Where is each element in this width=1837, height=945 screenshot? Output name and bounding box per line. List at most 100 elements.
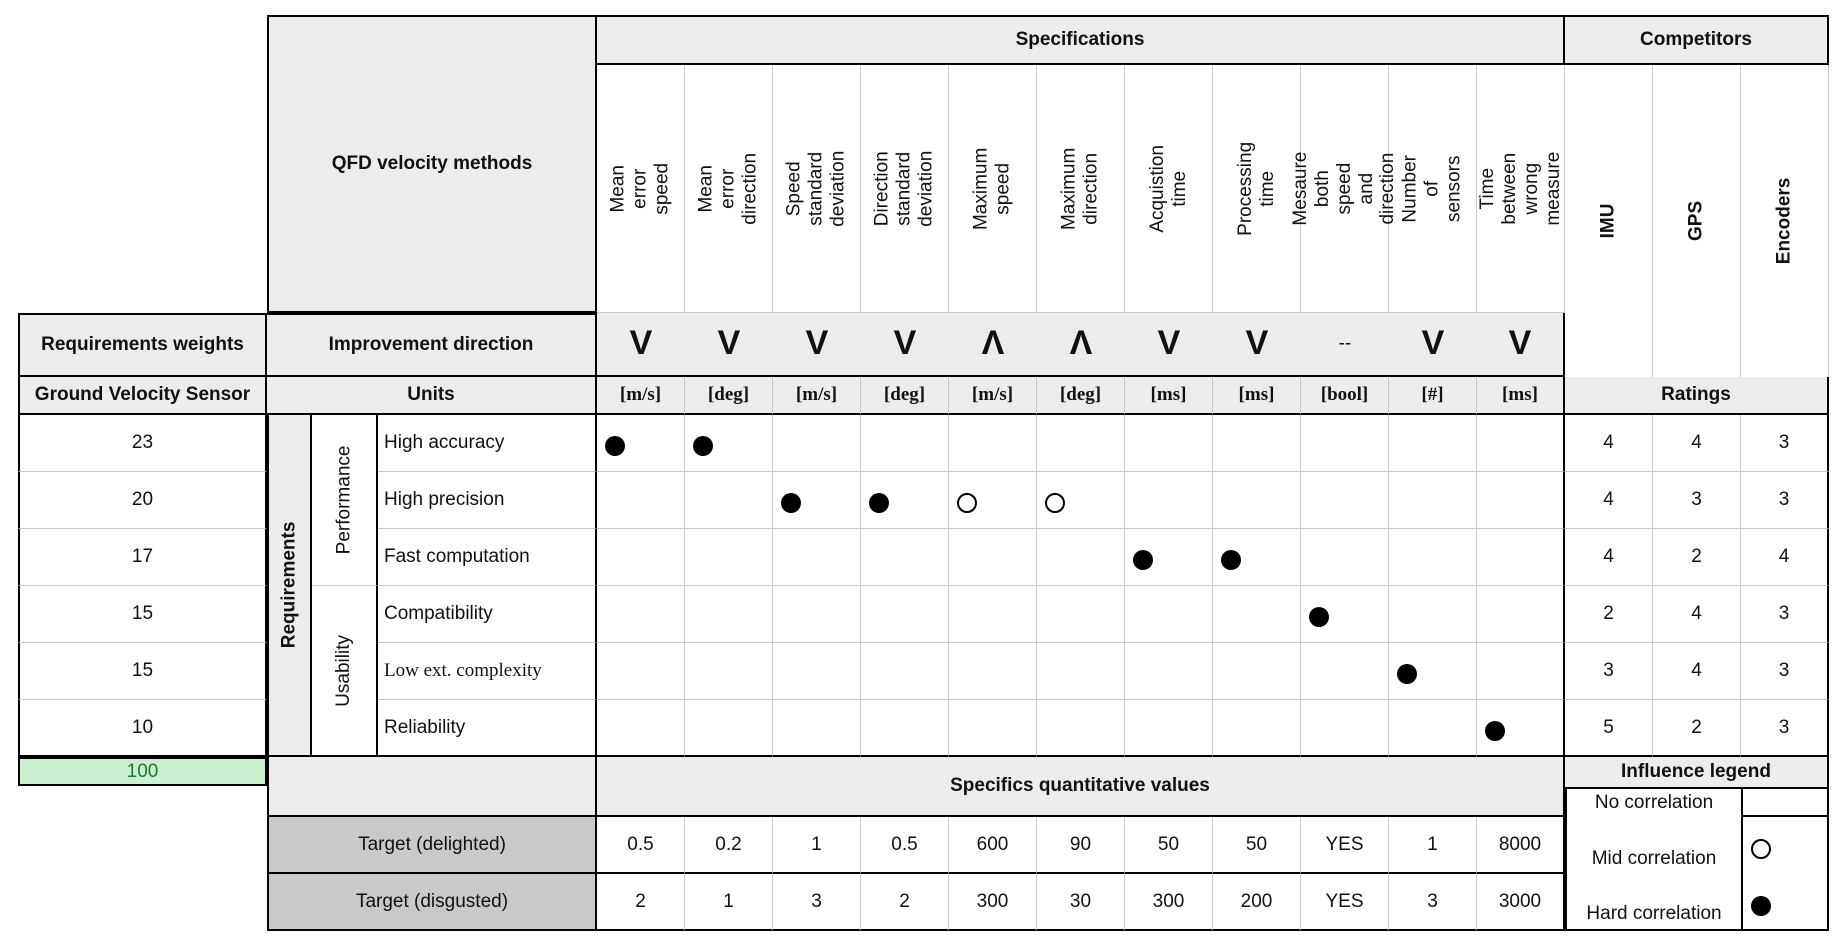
hard-correlation-dot (781, 493, 801, 513)
relation-cell (1037, 643, 1125, 700)
spec-header-10: Time between wrong measure (1477, 65, 1565, 313)
improvement-direction-label: Improvement direction (267, 313, 597, 377)
relation-cell (773, 415, 861, 472)
relation-cell (1301, 643, 1389, 700)
relation-cell (1477, 472, 1565, 529)
requirement-name-2: Fast computation (378, 529, 597, 586)
target-value-1-9: 3 (1389, 874, 1477, 931)
rating-2-1: 2 (1653, 529, 1741, 586)
improvement-direction-6: V (1125, 313, 1213, 377)
target-value-0-5: 90 (1037, 817, 1125, 874)
requirements-group-label: Requirements (278, 521, 300, 649)
usability-group-label: Usability (333, 634, 355, 707)
hard-correlation-dot (1485, 721, 1505, 741)
unit-7: [ms] (1213, 377, 1301, 415)
hard-correlation-dot (1309, 607, 1329, 627)
target-value-0-6: 50 (1125, 817, 1213, 874)
requirement-name-5: Reliability (378, 700, 597, 757)
rating-1-1: 3 (1653, 472, 1741, 529)
legend-symbol-2 (1741, 874, 1829, 931)
unit-10: [ms] (1477, 377, 1565, 415)
requirement-weight-2: 17 (18, 529, 267, 586)
relation-cell (949, 643, 1037, 700)
relation-cell (949, 472, 1037, 529)
requirement-weight-1: 20 (18, 472, 267, 529)
relation-cell (685, 472, 773, 529)
spec-label: Mesaure both speed and direction (1289, 151, 1399, 226)
relation-cell (773, 586, 861, 643)
target-value-1-10: 3000 (1477, 874, 1565, 931)
target-value-0-0: 0.5 (597, 817, 685, 874)
relation-cell (1301, 700, 1389, 757)
relation-cell (1213, 415, 1301, 472)
spec-header-2: Speed standard deviation (773, 65, 861, 313)
target-value-1-0: 2 (597, 874, 685, 931)
target-label-0: Target (delighted) (267, 817, 597, 874)
spec-label: Speed standard deviation (783, 150, 849, 227)
hard-correlation-dot (869, 493, 889, 513)
competitor-header-2: Encoders (1741, 65, 1829, 377)
unit-8: [bool] (1301, 377, 1389, 415)
spec-header-8: Mesaure both speed and direction (1290, 65, 1398, 313)
relation-cell (861, 700, 949, 757)
legend-label-0: No correlation (1565, 789, 1741, 817)
improvement-direction-8: -- (1301, 313, 1389, 377)
target-value-1-8: YES (1301, 874, 1389, 931)
rating-3-2: 3 (1741, 586, 1829, 643)
spec-label: Acquistion time (1146, 144, 1190, 233)
spec-label: Maximum direction (1058, 147, 1102, 230)
ratings-label: Ratings (1565, 377, 1829, 415)
spec-header-9: Number of sensors (1389, 65, 1477, 313)
competitor-label: GPS (1685, 200, 1707, 242)
unit-1: [deg] (685, 377, 773, 415)
relation-cell (773, 700, 861, 757)
target-label-1: Target (disgusted) (267, 874, 597, 931)
total-weight: 100 (18, 757, 267, 786)
mid-correlation-dot (1045, 493, 1065, 513)
rating-3-1: 4 (1653, 586, 1741, 643)
target-value-1-5: 30 (1037, 874, 1125, 931)
spec-label: Processing time (1234, 141, 1278, 236)
legend-symbol-1 (1741, 817, 1829, 874)
improvement-direction-1: V (685, 313, 773, 377)
relation-cell (1477, 415, 1565, 472)
target-value-1-4: 300 (949, 874, 1037, 931)
requirement-weight-3: 15 (18, 586, 267, 643)
competitor-header-0: IMU (1565, 65, 1653, 377)
target-value-1-7: 200 (1213, 874, 1301, 931)
spec-header-3: Direction standard deviation (861, 65, 949, 313)
relation-cell (1125, 586, 1213, 643)
target-value-1-3: 2 (861, 874, 949, 931)
spec-label: Number of sensors (1399, 154, 1465, 223)
target-value-0-2: 1 (773, 817, 861, 874)
target-value-0-3: 0.5 (861, 817, 949, 874)
relation-cell (597, 586, 685, 643)
relation-cell (597, 472, 685, 529)
relation-cell (1477, 529, 1565, 586)
hard-correlation-dot (1221, 550, 1241, 570)
spec-label: Mean error speed (607, 162, 673, 215)
improvement-direction-9: V (1389, 313, 1477, 377)
relation-cell (1125, 700, 1213, 757)
relation-cell (685, 586, 773, 643)
relation-cell (1125, 415, 1213, 472)
relation-cell (861, 586, 949, 643)
target-value-0-8: YES (1301, 817, 1389, 874)
relation-cell (861, 529, 949, 586)
relation-cell (1037, 586, 1125, 643)
hard-correlation-dot (1397, 664, 1417, 684)
spec-header-0: Mean error speed (597, 65, 685, 313)
spec-header-7: Processing time (1213, 65, 1301, 313)
rating-5-0: 5 (1565, 700, 1653, 757)
requirements-group: Requirements (267, 415, 312, 757)
hard-correlation-dot (1133, 550, 1153, 570)
relation-cell (1389, 529, 1477, 586)
performance-group: Performance (312, 415, 378, 586)
target-value-0-7: 50 (1213, 817, 1301, 874)
relation-cell (1477, 643, 1565, 700)
relation-cell (1125, 529, 1213, 586)
rating-5-2: 3 (1741, 700, 1829, 757)
rating-5-1: 2 (1653, 700, 1741, 757)
spec-header-1: Mean error direction (685, 65, 773, 313)
specifics-header: Specifics quantitative values (597, 757, 1565, 817)
